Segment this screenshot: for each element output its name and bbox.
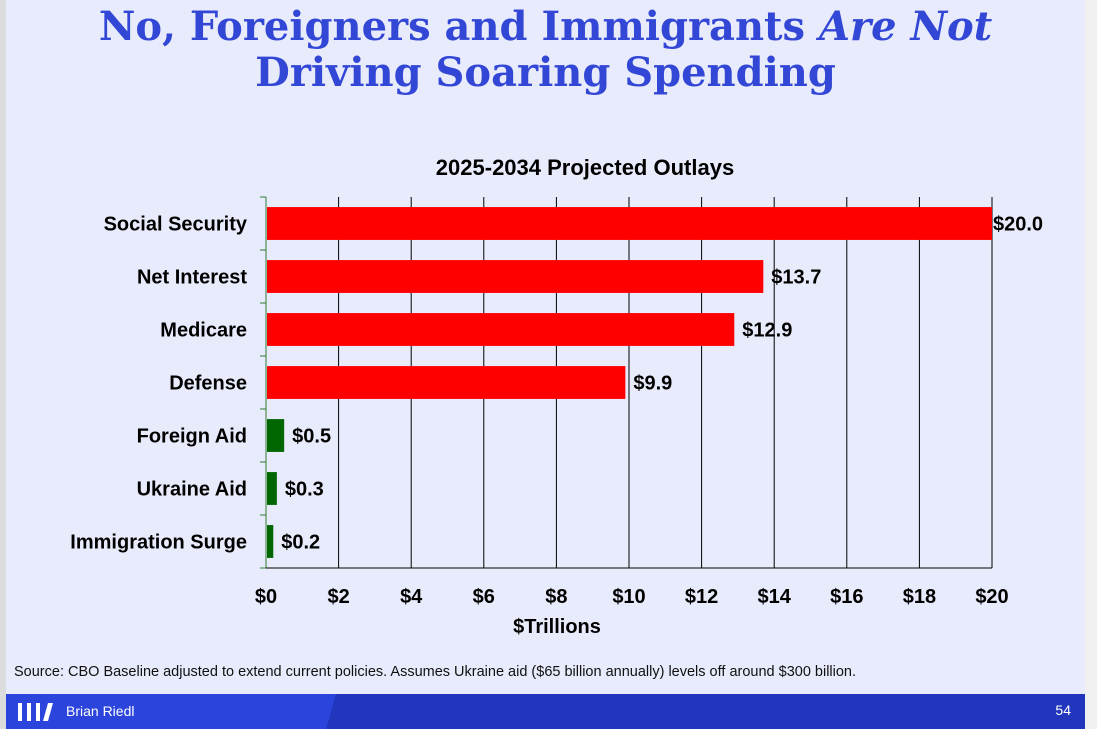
data-label-1: $13.7 xyxy=(771,267,821,289)
bar-3 xyxy=(267,366,626,399)
category-label-1: Net Interest xyxy=(137,267,247,289)
chart-title: 2025-2034 Projected Outlays xyxy=(436,155,734,180)
x-axis-title: $Trillions xyxy=(513,616,601,638)
category-label-3: Defense xyxy=(169,373,247,395)
data-label-5: $0.3 xyxy=(285,479,324,501)
x-tick-label-1: $2 xyxy=(327,586,349,608)
brand-logo-icon xyxy=(18,703,53,721)
x-tick-label-9: $18 xyxy=(903,586,936,608)
data-label-6: $0.2 xyxy=(281,532,320,554)
data-label-2: $12.9 xyxy=(742,320,792,342)
bar-0 xyxy=(267,207,992,240)
x-tick-label-6: $12 xyxy=(685,586,718,608)
page-number: 54 xyxy=(1055,702,1071,718)
x-tick-label-10: $20 xyxy=(975,586,1008,608)
x-tick-label-5: $10 xyxy=(612,586,645,608)
bar-5 xyxy=(267,472,277,505)
x-tick-label-0: $0 xyxy=(255,586,277,608)
category-label-4: Foreign Aid xyxy=(137,426,247,448)
title-line-1: No, Foreigners and Immigrants Are Not xyxy=(6,4,1085,50)
data-label-3: $9.9 xyxy=(633,373,672,395)
slide-title: No, Foreigners and Immigrants Are Not Dr… xyxy=(6,4,1085,96)
x-tick-label-8: $16 xyxy=(830,586,863,608)
footer-author: Brian Riedl xyxy=(66,703,135,719)
data-label-4: $0.5 xyxy=(292,426,331,448)
footer-tab xyxy=(6,694,336,729)
data-label-0: $20.0 xyxy=(993,214,1043,236)
category-label-0: Social Security xyxy=(104,214,248,236)
bar-4 xyxy=(267,419,285,452)
title-line-1-italic: Are Not xyxy=(818,3,993,50)
x-tick-label-3: $6 xyxy=(473,586,495,608)
bar-2 xyxy=(267,313,735,346)
title-line-2: Driving Soaring Spending xyxy=(255,49,836,96)
bar-6 xyxy=(267,525,274,558)
footer-bar: Brian Riedl 54 xyxy=(6,694,1085,729)
source-note: Source: CBO Baseline adjusted to extend … xyxy=(14,664,857,680)
category-label-5: Ukraine Aid xyxy=(137,479,247,501)
x-tick-label-7: $14 xyxy=(758,586,792,608)
slide-background: No, Foreigners and Immigrants Are Not Dr… xyxy=(6,0,1085,729)
x-tick-label-2: $4 xyxy=(400,586,423,608)
bar-1 xyxy=(267,260,764,293)
x-tick-label-4: $8 xyxy=(545,586,567,608)
title-line-1-plain: No, Foreigners and Immigrants xyxy=(98,3,819,50)
category-label-6: Immigration Surge xyxy=(70,532,247,554)
category-label-2: Medicare xyxy=(160,320,247,342)
window-edge xyxy=(1085,0,1097,729)
